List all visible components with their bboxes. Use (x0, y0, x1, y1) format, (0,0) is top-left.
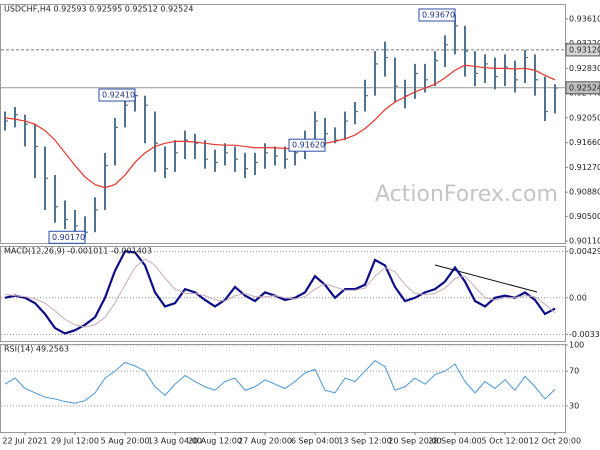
moving-average (4, 64, 556, 189)
price-tag (565, 81, 600, 95)
macd-panel (0, 246, 566, 342)
y-tick-label: 0.91660 (569, 138, 600, 147)
x-tick-label: 5 Oct 12:00 (481, 437, 528, 446)
y-tick-label: 0.00 (569, 293, 587, 302)
y-tick-label: 30 (569, 401, 579, 410)
x-tick-label: 13 Sep 12:00 (338, 437, 391, 446)
x-tick-label: 6 Sep 04:00 (291, 437, 339, 446)
annotation-label: 0.92410 (102, 91, 135, 100)
y-tick-label: -0.003396 (569, 330, 600, 339)
price-panel (0, 4, 566, 244)
price-annotation: 0.93670 (418, 8, 456, 22)
price-tag (565, 43, 600, 57)
annotation-box (98, 88, 136, 102)
x-tick-label: 22 Jul 2021 (2, 437, 47, 446)
indicator-line (4, 250, 556, 335)
annotation-box (48, 230, 86, 244)
y-tick-label: 0.004295 (569, 247, 600, 256)
y-tick-label: 0.90880 (569, 188, 600, 197)
annotation-label: 0.93670 (422, 10, 455, 19)
price-annotation: 0.90170 (48, 230, 86, 244)
watermark: ActionForex.com (375, 182, 558, 207)
x-tick-label: 20 Aug 12:00 (188, 437, 242, 446)
x-tick-label: 5 Aug 20:00 (101, 437, 150, 446)
annotation-label: 0.90170 (52, 233, 85, 242)
y-tick-label: 0.91270 (569, 163, 600, 172)
price-annotation: 0.92410 (98, 88, 136, 102)
x-tick-label: 29 Jul 12:00 (51, 437, 99, 446)
x-tick-label: 12 Oct 20:00 (529, 437, 581, 446)
trend-line (434, 264, 538, 293)
panel-title: RSI(14) 49.2563 (4, 345, 69, 354)
indicator-line (4, 258, 556, 328)
y-tick-label: 100 (569, 341, 584, 350)
y-tick-label: 0.90110 (569, 237, 600, 246)
panel-title: USDCHF,H4 0.92593 0.92595 0.92512 0.9252… (4, 5, 193, 14)
panel-title: MACD(12,26,9) -0.001011 -0.001403 (4, 247, 152, 256)
indicator-line (4, 360, 556, 404)
y-tick-label: 0.93610 (569, 14, 600, 23)
x-tick-label: 20 Sep 20:00 (388, 437, 441, 446)
y-tick-label: 0.92830 (569, 64, 600, 73)
x-tick-label: 13 Aug 04:00 (148, 437, 202, 446)
price-annotation: 0.91620 (288, 138, 326, 152)
rsi-panel (0, 344, 566, 433)
annotation-box (418, 8, 456, 22)
annotation-label: 0.91620 (292, 141, 325, 150)
annotation-box (288, 138, 326, 152)
x-tick-label: 27 Aug 20:00 (238, 437, 292, 446)
x-tick-label: 28 Sep 04:00 (428, 437, 481, 446)
y-tick-label: 0.92050 (569, 113, 600, 122)
price-tag-label: 0.93120 (569, 45, 600, 54)
y-tick-label: 0.90500 (569, 212, 600, 221)
y-tick-label: 70 (569, 367, 579, 376)
price-tag-label: 0.92524 (569, 83, 600, 92)
